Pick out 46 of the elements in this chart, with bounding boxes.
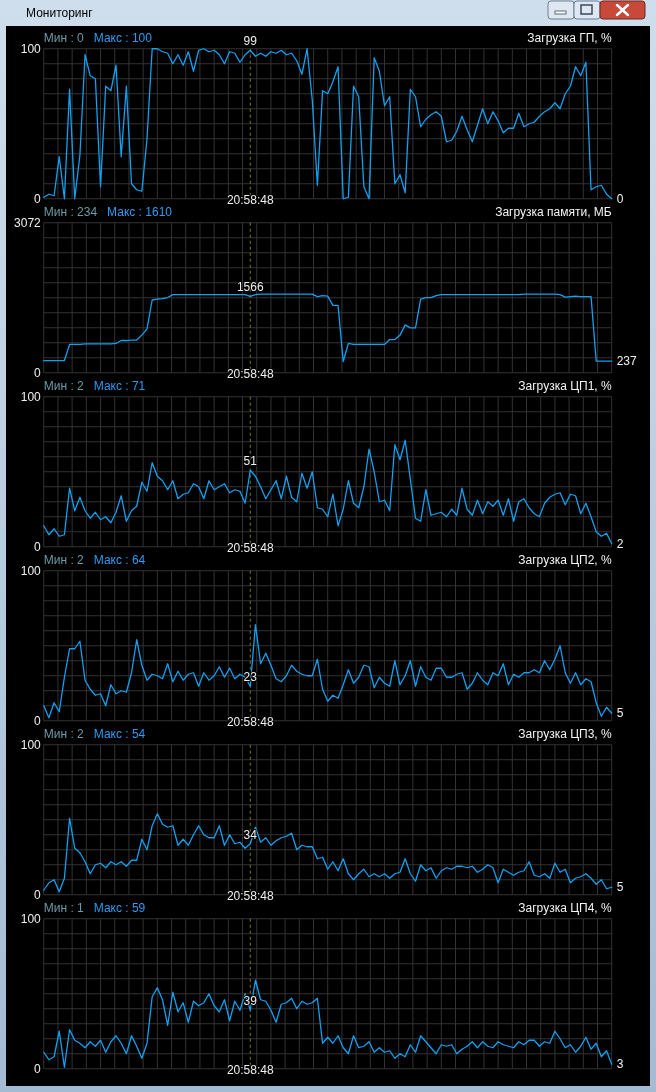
y-tick-label: 100: [20, 911, 42, 926]
chart-title: Загрузка ЦП3, %: [518, 726, 613, 741]
x-tick-label: 20:58:48: [226, 540, 274, 555]
y-tick-label: 0: [34, 539, 42, 554]
y-tick-label: 0: [34, 887, 42, 902]
data-label: 0: [616, 191, 624, 206]
text: Мин : 2: [43, 378, 85, 393]
text: Мин : 2: [43, 726, 85, 741]
data-label: 51: [243, 454, 258, 469]
y-tick-label: 0: [34, 191, 42, 206]
text: Макс : 71: [93, 378, 146, 393]
chart-title: Загрузка памяти, МБ: [495, 204, 612, 219]
y-tick-label: 100: [20, 563, 42, 578]
x-tick-label: 20:58:48: [226, 1062, 274, 1077]
y-tick-label: 100: [20, 41, 42, 56]
y-tick-label: 100: [20, 737, 42, 752]
data-label: 1566: [236, 280, 264, 295]
data-label: 99: [243, 34, 258, 49]
y-tick-label: 0: [34, 365, 42, 380]
chart-title: Загрузка ЦП4, %: [518, 900, 613, 915]
text: Макс : 54: [93, 726, 146, 741]
text: Макс : 64: [93, 552, 146, 567]
chart-title: Загрузка ЦП2, %: [518, 552, 613, 567]
text: Мин : 2: [43, 552, 85, 567]
data-label: 5: [616, 706, 624, 721]
y-tick-label: 100: [20, 389, 42, 404]
text: Макс : 1610: [107, 204, 173, 219]
x-tick-label: 20:58:48: [226, 888, 274, 903]
x-tick-label: 20:58:48: [226, 366, 274, 381]
data-label: 5: [616, 880, 624, 895]
chart-title: Загрузка ГП, %: [527, 30, 613, 45]
x-tick-label: 20:58:48: [226, 714, 274, 729]
text: Мин : 1: [43, 900, 85, 915]
text: Мин : 234: [43, 204, 98, 219]
y-tick-label: 3072: [14, 215, 42, 230]
y-tick-label: 0: [34, 713, 42, 728]
chart-title: Загрузка ЦП1, %: [518, 378, 613, 393]
y-tick-label: 0: [34, 1061, 42, 1076]
data-label: 3: [616, 1057, 624, 1072]
text: Мин : 0: [43, 30, 85, 45]
text: Макс : 100: [93, 30, 153, 45]
text: Мониторинг: [26, 6, 94, 20]
data-label: 2: [616, 536, 624, 551]
text: Макс : 59: [93, 900, 146, 915]
x-tick-label: 20:58:48: [226, 192, 274, 207]
data-label: 237: [616, 354, 638, 369]
